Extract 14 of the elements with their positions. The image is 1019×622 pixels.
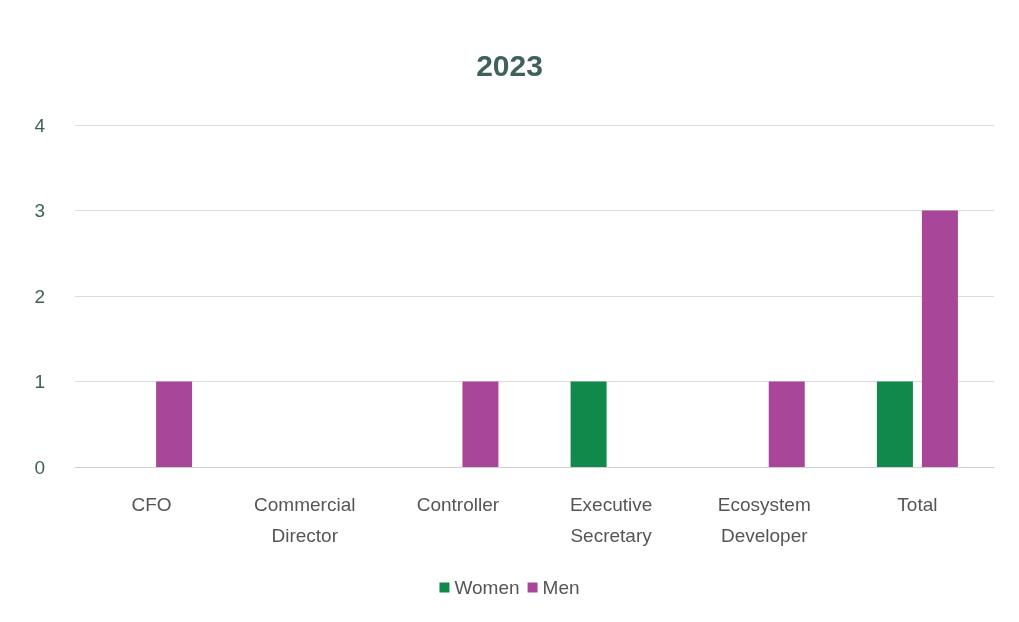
y-tick-label: 0 — [34, 456, 45, 478]
x-tick-label: Total — [897, 494, 938, 515]
y-tick-label: 4 — [34, 114, 46, 136]
legend-label: Women — [454, 577, 520, 598]
y-tick-label: 3 — [34, 200, 45, 221]
x-tick-label: Controller — [416, 494, 500, 515]
x-tick-label: Commercial Director — [254, 494, 356, 546]
chart-title: 2023 — [476, 48, 543, 82]
y-tick-label: 2 — [34, 285, 45, 307]
legend-label: Men — [542, 577, 580, 598]
y-tick-label: 1 — [34, 371, 45, 392]
x-tick-label: Ecosystem Developer — [717, 494, 811, 546]
x-tick-label: CFO — [131, 494, 172, 515]
x-tick-label: Executive Secretary — [569, 494, 653, 546]
